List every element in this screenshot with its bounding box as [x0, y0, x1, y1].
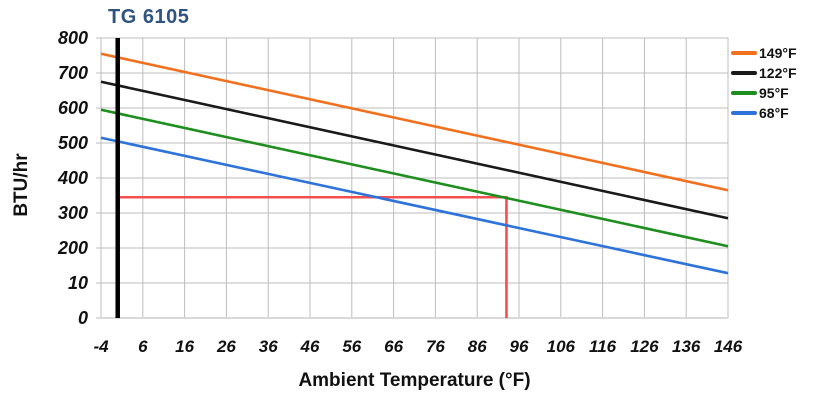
- chart-title: TG 6105: [108, 6, 190, 28]
- x-tick-label: 16: [175, 337, 194, 356]
- legend-label: 95°F: [759, 85, 789, 101]
- legend: 149°F 122°F 95°F 68°F: [731, 43, 797, 123]
- y-tick-label: 10: [68, 273, 88, 293]
- x-tick-label: 116: [589, 337, 617, 356]
- y-tick-label: 300: [58, 203, 88, 223]
- x-tick-label: 96: [510, 337, 529, 356]
- series-line-95-f: [100, 108, 729, 248]
- y-tick-label: 0: [78, 308, 88, 328]
- y-axis-title: BTU/hr: [11, 153, 32, 217]
- legend-label: 149°F: [759, 45, 797, 61]
- legend-swatch-icon: [731, 71, 757, 75]
- legend-swatch-icon: [731, 91, 757, 95]
- legend-swatch-icon: [731, 111, 757, 115]
- x-tick-label: 106: [547, 337, 576, 356]
- legend-item-122-f: 122°F: [731, 63, 797, 83]
- legend-label: 68°F: [759, 105, 789, 121]
- x-tick-label: 56: [342, 337, 361, 356]
- legend-swatch-icon: [731, 51, 757, 55]
- x-tick-label: 126: [630, 337, 659, 356]
- x-tick-label: 46: [300, 337, 320, 356]
- legend-item-68-f: 68°F: [731, 103, 797, 123]
- x-tick-label: 36: [259, 337, 278, 356]
- x-tick-label: 66: [384, 337, 403, 356]
- y-tick-label: 200: [57, 238, 88, 258]
- series-line-68-f: [100, 136, 729, 275]
- series-line-122-f: [100, 80, 729, 220]
- series-line-149-f: [100, 52, 729, 192]
- x-tick-label: 86: [468, 337, 487, 356]
- guide-line-annotation: [117, 195, 508, 318]
- x-tick-label: -4: [93, 337, 109, 356]
- y-tick-label: 700: [58, 63, 88, 83]
- x-tick-label: 136: [672, 337, 701, 356]
- x-tick-label: 146: [714, 337, 743, 356]
- x-tick-label: 76: [426, 337, 445, 356]
- x-axis-title: Ambient Temperature (°F): [298, 370, 531, 391]
- y-tick-label: 400: [57, 168, 88, 188]
- y-tick-label: 600: [58, 98, 88, 118]
- legend-label: 122°F: [759, 65, 797, 81]
- y-tick-label: 800: [58, 28, 88, 48]
- x-tick-label: 6: [138, 337, 148, 356]
- y-tick-label: 500: [58, 133, 88, 153]
- legend-item-149-f: 149°F: [731, 43, 797, 63]
- legend-item-95-f: 95°F: [731, 83, 797, 103]
- x-tick-label: 26: [216, 337, 236, 356]
